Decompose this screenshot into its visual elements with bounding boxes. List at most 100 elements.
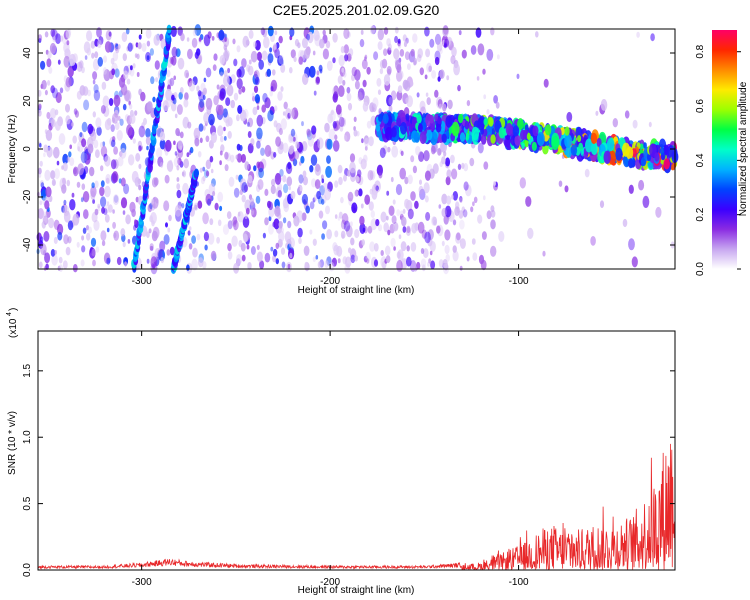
spectrogram-x-axis-label: Height of straight line (km) (298, 285, 415, 296)
spectrogram-cell (227, 251, 233, 260)
spectrogram-cell (452, 245, 457, 253)
spectrogram-cell (274, 173, 282, 185)
spectrogram-cell (57, 265, 61, 271)
spectrogram-cell (131, 208, 136, 218)
spectrogram-cell (128, 154, 135, 166)
spectrogram-cell (208, 113, 215, 126)
spectrogram-cell (347, 102, 353, 111)
spectrogram-cell (405, 113, 410, 121)
spectrogram-cell (76, 181, 81, 188)
spectrogram-cell (410, 191, 416, 201)
spectrogram-cell (338, 176, 343, 186)
spectrogram-cell (104, 119, 111, 131)
spectrogram-cell (321, 198, 325, 205)
spectrogram-cell (219, 205, 223, 212)
spectrogram-cell (243, 108, 249, 119)
spectrogram-cell (51, 253, 58, 266)
spectrogram-cell (347, 169, 351, 177)
spectrogram-cell (318, 210, 324, 219)
spectrogram-cell (152, 96, 156, 103)
spectrogram-cell (420, 258, 427, 269)
spectrogram-cell (182, 182, 189, 195)
spectrogram-cell (632, 119, 638, 129)
spectrogram-cell (247, 65, 254, 76)
spectrogram-cell (615, 147, 623, 161)
spectrogram-cell (210, 131, 217, 144)
spectrogram-cell (278, 230, 285, 242)
spectrogram-cell (426, 97, 431, 106)
spectrogram-cell (361, 138, 364, 144)
spectrogram-cell (364, 194, 371, 205)
spectrogram-cell (283, 101, 288, 110)
spectrogram-cell (274, 205, 281, 217)
spectrogram-cell (196, 48, 201, 56)
spectrogram-cell (117, 44, 121, 50)
colorbar-tick-label: 0.6 (695, 99, 706, 113)
spectrogram-cell (181, 203, 185, 209)
spectrogram-cell (241, 194, 246, 203)
spectrogram-cell (194, 137, 200, 147)
spectrogram-cell (233, 187, 240, 198)
spectrogram-cell (638, 179, 645, 191)
spectrogram-cell (570, 144, 578, 156)
spectrogram-cell (196, 85, 200, 92)
spectrogram-cell (256, 140, 261, 149)
spectrogram-cell (328, 128, 336, 141)
spectrogram-cell (262, 232, 266, 239)
spectrogram-cell (207, 232, 215, 245)
spectrogram-cell (146, 101, 153, 112)
spectrogram-cell (379, 147, 386, 159)
spectrogram-cell (450, 55, 456, 65)
spectrogram-cell (393, 246, 396, 251)
spectrogram-cell (43, 231, 50, 242)
spectrogram-cell (176, 104, 183, 115)
spectrogram-cell (407, 174, 413, 185)
spectrogram-cell (86, 232, 91, 241)
spectrogram-cells (36, 24, 679, 275)
spectrogram-cell (160, 257, 165, 264)
spectrogram-cell (151, 177, 158, 188)
spectrogram-cell (145, 136, 151, 146)
spectrogram-cell (252, 106, 258, 116)
spectrogram-cell (346, 86, 351, 94)
spectrogram-cell (332, 57, 336, 64)
spectrogram-cell (199, 167, 203, 173)
spectrogram-cell (273, 151, 277, 158)
spectrogram-cell (104, 204, 110, 214)
spectrogram-cell (350, 237, 355, 246)
spectrogram-cell (138, 184, 142, 191)
spectrogram-cell (290, 128, 296, 137)
spectrogram-cell (341, 67, 345, 73)
spectrogram-cell (379, 68, 384, 75)
spectrogram-cell (316, 70, 320, 76)
spectrogram-cell (313, 90, 317, 96)
spectrogram-cell (94, 51, 99, 59)
spectrogram-cell (262, 28, 268, 38)
spectrogram-cell (388, 105, 393, 112)
spectrogram-cell (453, 63, 460, 76)
spectrogram-cell (267, 53, 274, 64)
spectrogram-cell (438, 259, 444, 268)
spectrogram-cell (371, 103, 377, 113)
spectrogram-cell (50, 85, 55, 94)
spectrogram-cell (106, 201, 110, 206)
spectrogram-cell (368, 136, 374, 147)
spectrogram-cell (370, 25, 376, 35)
spectrogram-cell (436, 225, 441, 234)
spectrogram-cell (420, 248, 425, 254)
spectrogram-cell (663, 158, 670, 170)
spectrogram-cell (113, 94, 121, 107)
spectrogram-cell (469, 157, 475, 167)
spectrogram-cell (387, 146, 391, 153)
spectrogram-cell (343, 28, 350, 40)
spectrogram-cell (264, 217, 269, 226)
spectrogram-cell (437, 148, 442, 156)
spectrogram-cell (86, 225, 89, 231)
spectrogram-cell (340, 46, 345, 54)
spectrogram-cell (369, 170, 376, 181)
spectrogram-cell (465, 184, 472, 197)
spectrogram-cell (288, 237, 295, 249)
spectrogram-cell (217, 219, 222, 227)
spectrogram-cell (326, 229, 332, 240)
spectrogram-cell (167, 162, 173, 173)
